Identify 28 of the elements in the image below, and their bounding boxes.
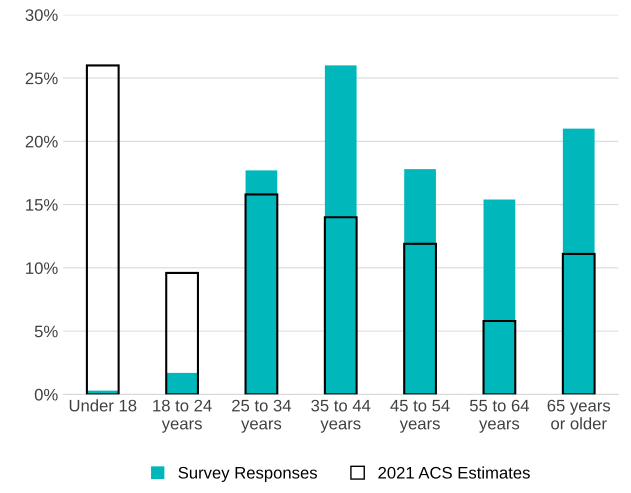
bar [403,242,437,394]
bar [404,169,436,394]
y-tick-label: 5% [34,326,58,338]
x-tick-label: 25 to 34 years [232,400,292,433]
bar [482,320,516,394]
bar [244,193,278,394]
x-tick-label: Under 18 [70,399,136,412]
y-tick-label: 15% [26,199,58,211]
bar [562,128,595,394]
bar [86,64,120,394]
x-tick-label: 45 to 54 years [390,400,450,433]
y-tick-label: 20% [26,136,58,148]
bar [324,65,357,394]
bar [562,252,596,394]
bar [165,272,199,394]
legend-label: Survey Responses [178,466,317,482]
bar [484,200,516,394]
y-tick-label: 0% [34,388,58,401]
bar [324,216,358,394]
y-tick-label: 10% [26,262,58,274]
x-tick-label: 65 years or older [548,400,610,430]
bar [246,170,278,394]
y-tick-label: 25% [26,72,58,84]
x-tick-label: 35 to 44 years [311,400,370,433]
x-tick-label: 18 to 24 years [153,400,212,433]
x-tick-label: 55 to 64 years [470,400,530,433]
legend-label: 2021 ACS Estimates [378,466,530,479]
y-tick-label: 30% [26,9,58,21]
